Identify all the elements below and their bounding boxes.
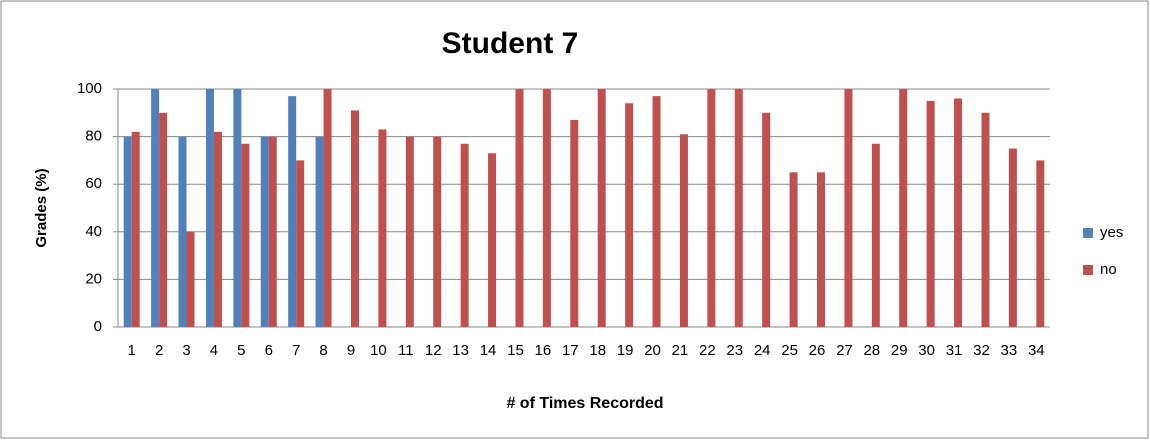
- bar: [625, 103, 634, 327]
- bar: [151, 89, 160, 327]
- x-tick-label: 9: [347, 342, 355, 359]
- y-tick-label: 80: [85, 128, 102, 145]
- x-tick-label: 4: [210, 342, 218, 359]
- x-tick-label: 13: [452, 342, 469, 359]
- x-tick-label: 7: [292, 342, 300, 359]
- bar: [597, 89, 606, 327]
- bar: [871, 143, 880, 327]
- x-tick-label: 21: [672, 342, 689, 359]
- bar: [159, 112, 168, 327]
- x-tick-label: 23: [726, 342, 743, 359]
- x-tick-label: 17: [562, 342, 579, 359]
- x-tick-label: 18: [589, 342, 606, 359]
- x-axis-label: # of Times Recorded: [506, 395, 663, 412]
- bar: [268, 136, 277, 327]
- bar: [679, 134, 688, 327]
- legend-swatch: [1083, 228, 1093, 238]
- bar: [1008, 148, 1017, 327]
- x-tick-label: 32: [973, 342, 990, 359]
- bar: [570, 119, 579, 327]
- bar: [205, 89, 214, 327]
- x-tick-label: 34: [1028, 342, 1045, 359]
- x-tick-label: 15: [507, 342, 524, 359]
- bar: [288, 96, 297, 327]
- x-tick-label: 30: [918, 342, 935, 359]
- bar: [954, 98, 963, 328]
- bar: [981, 112, 990, 327]
- x-tick-label: 5: [237, 342, 245, 359]
- x-tick-label: 31: [946, 342, 963, 359]
- bar: [734, 89, 743, 327]
- x-tick-label: 26: [809, 342, 826, 359]
- x-tick-label: 20: [644, 342, 661, 359]
- bar: [844, 89, 853, 327]
- bar: [707, 89, 716, 327]
- y-tick-label: 0: [94, 318, 102, 335]
- chart-title: Student 7: [442, 27, 579, 60]
- legend-swatch: [1083, 265, 1093, 275]
- bar: [515, 89, 524, 327]
- x-tick-label: 1: [128, 342, 136, 359]
- bar: [899, 89, 908, 327]
- x-tick-label: 27: [836, 342, 853, 359]
- bar: [315, 136, 324, 327]
- y-tick-label: 100: [77, 80, 102, 97]
- y-tick-label: 20: [85, 270, 102, 287]
- x-tick-label: 22: [699, 342, 716, 359]
- bar: [296, 160, 305, 327]
- bar: [123, 136, 132, 327]
- x-tick-label: 11: [398, 342, 414, 359]
- bar: [260, 136, 269, 327]
- x-tick-label: 29: [891, 342, 908, 359]
- bar: [433, 136, 442, 327]
- bar: [542, 89, 551, 327]
- bar: [323, 89, 332, 327]
- x-tick-label: 2: [155, 342, 163, 359]
- x-tick-label: 16: [535, 342, 552, 359]
- bar: [178, 136, 187, 327]
- x-tick-label: 6: [265, 342, 273, 359]
- bar: [233, 89, 242, 327]
- bar: [405, 136, 414, 327]
- y-tick-label: 40: [85, 223, 102, 240]
- bar: [926, 100, 935, 328]
- bar: [213, 131, 222, 327]
- x-tick-label: 8: [319, 342, 327, 359]
- bar: [817, 172, 825, 327]
- legend-label: no: [1100, 261, 1117, 278]
- x-tick-label: 28: [863, 342, 880, 359]
- bar: [1036, 160, 1045, 327]
- legend-label: yes: [1100, 224, 1123, 241]
- x-tick-label: 12: [425, 342, 442, 359]
- bar: [241, 143, 250, 327]
- y-axis-label: Grades (%): [33, 168, 50, 247]
- x-tick-label: 19: [617, 342, 634, 359]
- x-tick-label: 3: [182, 342, 190, 359]
- bar: [762, 112, 771, 327]
- bar: [789, 172, 798, 327]
- bar: [378, 129, 387, 327]
- bar: [131, 131, 140, 327]
- bar: [186, 231, 195, 327]
- bar: [460, 143, 469, 327]
- bar: [652, 96, 661, 327]
- bar: [351, 110, 359, 327]
- bar: [488, 153, 497, 327]
- x-tick-label: 33: [1001, 342, 1018, 359]
- x-tick-label: 25: [781, 342, 798, 359]
- x-tick-label: 10: [370, 342, 387, 359]
- y-tick-label: 60: [85, 175, 102, 192]
- x-tick-label: 14: [480, 342, 497, 359]
- x-tick-label: 24: [754, 342, 771, 359]
